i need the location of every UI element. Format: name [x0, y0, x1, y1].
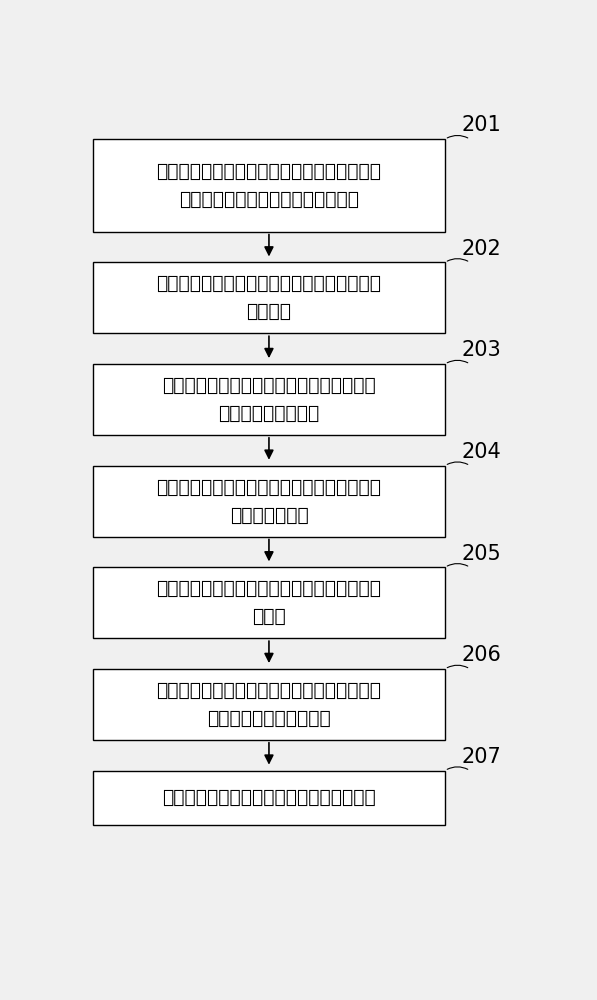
Bar [93, 466, 445, 537]
Bar [93, 771, 445, 825]
Text: 在电子注入层上真空蒸镀或者溅射一层阴极: 在电子注入层上真空蒸镀或者溅射一层阴极 [162, 788, 376, 807]
Text: 将基板放入真空室，向基板表面蒸镀或者溅射
一层阳极: 将基板放入真空室，向基板表面蒸镀或者溅射 一层阳极 [156, 274, 381, 321]
Text: 在空穴传输层上真空蒸镀或者旋涂一层发光材
料，形成发光层: 在空穴传输层上真空蒸镀或者旋涂一层发光材 料，形成发光层 [156, 478, 381, 525]
Text: 205: 205 [462, 544, 501, 564]
Text: 202: 202 [462, 239, 501, 259]
Text: 204: 204 [462, 442, 501, 462]
Text: 207: 207 [462, 747, 501, 767]
Text: 在阳极上真空蒸镀或者旋涂一层空穴传输材
料，形成空穴传输层: 在阳极上真空蒸镀或者旋涂一层空穴传输材 料，形成空穴传输层 [162, 376, 376, 423]
Text: 在电子传输层上真空蒸镀或者旋涂一层电子注
入材料，形成电子注入层: 在电子传输层上真空蒸镀或者旋涂一层电子注 入材料，形成电子注入层 [156, 681, 381, 728]
Bar [93, 139, 445, 232]
Bar [93, 567, 445, 638]
Bar [93, 669, 445, 740]
Bar [93, 262, 445, 333]
Text: 203: 203 [462, 340, 501, 360]
Text: 201: 201 [462, 115, 501, 135]
Text: 清洗基板，将基板依次放入丙酮、乙醇、去离
子水中超声清洗，然后置于烘箱烘干: 清洗基板，将基板依次放入丙酮、乙醇、去离 子水中超声清洗，然后置于烘箱烘干 [156, 162, 381, 209]
Bar [93, 364, 445, 435]
Text: 206: 206 [462, 645, 501, 665]
Text: 在发光层上旋涂一层电子传输材料，形成电子
传输层: 在发光层上旋涂一层电子传输材料，形成电子 传输层 [156, 579, 381, 626]
